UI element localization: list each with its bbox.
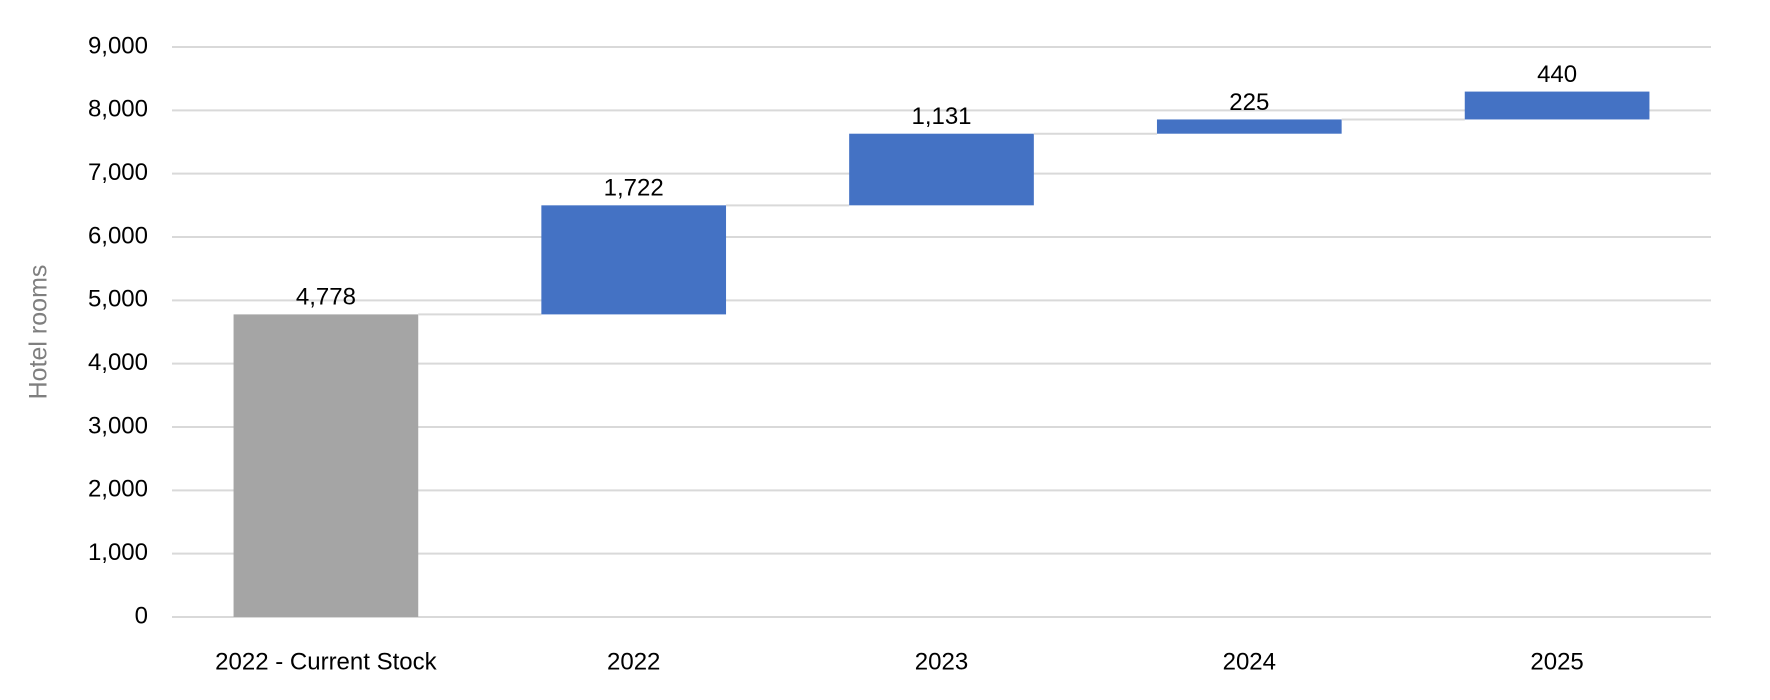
y-tick-label: 3,000 (88, 412, 148, 439)
data-label: 1,722 (604, 175, 664, 202)
y-tick-label: 7,000 (88, 159, 148, 186)
y-axis-label: Hotel rooms (25, 265, 53, 400)
x-tick-label: 2023 (915, 648, 968, 675)
y-tick-label: 0 (135, 602, 148, 629)
x-tick-label: 2022 (607, 648, 660, 675)
data-label: 4,778 (296, 284, 356, 311)
bar (541, 205, 727, 315)
data-label: 440 (1537, 61, 1577, 88)
y-tick-label: 6,000 (88, 222, 148, 249)
bar (233, 314, 419, 617)
y-tick-label: 8,000 (88, 96, 148, 123)
data-label: 225 (1229, 89, 1269, 116)
y-tick-label: 9,000 (88, 32, 148, 59)
y-tick-label: 4,000 (88, 349, 148, 376)
bar (1156, 119, 1342, 134)
bar (849, 133, 1034, 206)
x-tick-label: 2024 (1223, 648, 1276, 675)
y-tick-label: 1,000 (88, 539, 148, 566)
x-tick-label: 2022 - Current Stock (215, 648, 437, 675)
y-tick-label: 2,000 (88, 476, 148, 503)
data-label: 1,131 (911, 103, 971, 130)
x-tick-label: 2025 (1530, 648, 1583, 675)
y-tick-label: 5,000 (88, 286, 148, 313)
bar (1464, 91, 1650, 120)
